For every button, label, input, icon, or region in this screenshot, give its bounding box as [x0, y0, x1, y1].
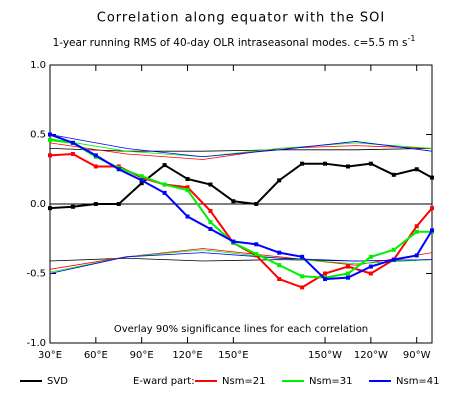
point-marker	[345, 164, 350, 169]
series-line	[49, 152, 433, 289]
point-marker	[185, 214, 190, 219]
point-marker	[323, 161, 328, 166]
y-tick-label: 1.0	[30, 60, 46, 71]
point-marker	[93, 202, 98, 206]
chart-title: Correlation along equator with the SOI	[97, 11, 385, 26]
point-marker	[116, 167, 121, 172]
y-tick-label: -0.5	[26, 269, 46, 280]
point-marker	[368, 161, 373, 166]
point-marker	[93, 164, 98, 169]
y-tick-label: 0.0	[30, 199, 46, 210]
x-tick-label: 120°E	[172, 350, 202, 361]
point-marker	[300, 285, 305, 290]
legend-label: SVD	[47, 376, 68, 387]
significance-line	[49, 138, 433, 158]
point-marker	[116, 202, 121, 206]
point-marker	[48, 206, 52, 211]
point-marker	[231, 199, 236, 204]
point-marker	[345, 275, 350, 280]
x-tick-label: 90°E	[130, 350, 154, 361]
point-marker	[162, 190, 167, 195]
point-marker	[414, 229, 419, 234]
point-marker	[231, 239, 236, 244]
point-marker	[254, 242, 259, 247]
subtitle-superscript: -1	[407, 34, 415, 43]
point-marker	[48, 138, 52, 143]
point-marker	[277, 277, 282, 282]
point-marker	[300, 254, 305, 259]
point-marker	[391, 257, 396, 262]
point-marker	[48, 132, 52, 137]
point-marker	[70, 140, 75, 145]
point-marker	[70, 151, 75, 156]
y-tick-label: -1.0	[26, 338, 46, 349]
point-marker	[414, 224, 419, 229]
point-marker	[139, 181, 144, 186]
point-marker	[323, 277, 328, 282]
point-marker	[345, 264, 350, 269]
point-marker	[93, 153, 98, 158]
legend-label: Nsm=41	[396, 376, 440, 387]
point-marker	[368, 271, 373, 276]
point-marker	[300, 161, 305, 166]
point-marker	[277, 263, 282, 268]
point-marker	[300, 274, 305, 279]
x-tick-label: 150°W	[308, 350, 342, 361]
significance-line	[49, 142, 433, 160]
point-marker	[162, 163, 167, 168]
series-line	[49, 162, 433, 210]
point-marker	[277, 250, 282, 255]
legend-label: Nsm=21	[222, 376, 266, 387]
point-marker	[391, 172, 396, 177]
point-marker	[208, 220, 213, 225]
point-marker	[162, 182, 167, 187]
point-marker	[139, 178, 144, 183]
x-tick-label: 120°W	[354, 350, 388, 361]
x-tick-label: 30°E	[38, 350, 62, 361]
point-marker	[430, 228, 434, 233]
x-tick-label: 60°E	[84, 350, 108, 361]
legend-label: Nsm=31	[309, 376, 353, 387]
point-marker	[208, 208, 213, 213]
point-marker	[254, 252, 259, 257]
point-marker	[430, 206, 434, 211]
legend-prefix: E-ward part:	[133, 376, 195, 387]
series-line	[49, 139, 432, 279]
point-marker	[414, 167, 419, 172]
point-marker	[277, 178, 282, 183]
point-marker	[208, 182, 213, 187]
point-marker	[414, 253, 419, 258]
point-marker	[345, 271, 350, 276]
x-tick-label: 90°W	[403, 350, 431, 361]
significance-line	[49, 252, 433, 274]
series-line	[49, 133, 433, 281]
annotation: Overlay 90% significance lines for each …	[114, 324, 368, 335]
point-marker	[48, 153, 52, 158]
significance-line	[49, 148, 433, 152]
significance-line	[49, 134, 433, 158]
subtitle-text: 1-year running RMS of 40-day OLR intrase…	[53, 37, 408, 49]
point-marker	[139, 174, 144, 179]
point-marker	[70, 204, 75, 209]
point-marker	[185, 188, 190, 193]
y-tick-label: 0.5	[30, 130, 46, 141]
point-marker	[208, 227, 213, 232]
point-marker	[430, 175, 434, 180]
chart-subtitle: 1-year running RMS of 40-day OLR intrase…	[53, 34, 416, 50]
point-marker	[185, 176, 190, 181]
point-marker	[368, 264, 373, 269]
point-marker	[368, 254, 373, 259]
x-tick-label: 150°E	[218, 350, 248, 361]
point-marker	[185, 185, 190, 190]
point-marker	[391, 247, 396, 252]
point-marker	[254, 202, 259, 206]
point-marker	[323, 271, 328, 276]
